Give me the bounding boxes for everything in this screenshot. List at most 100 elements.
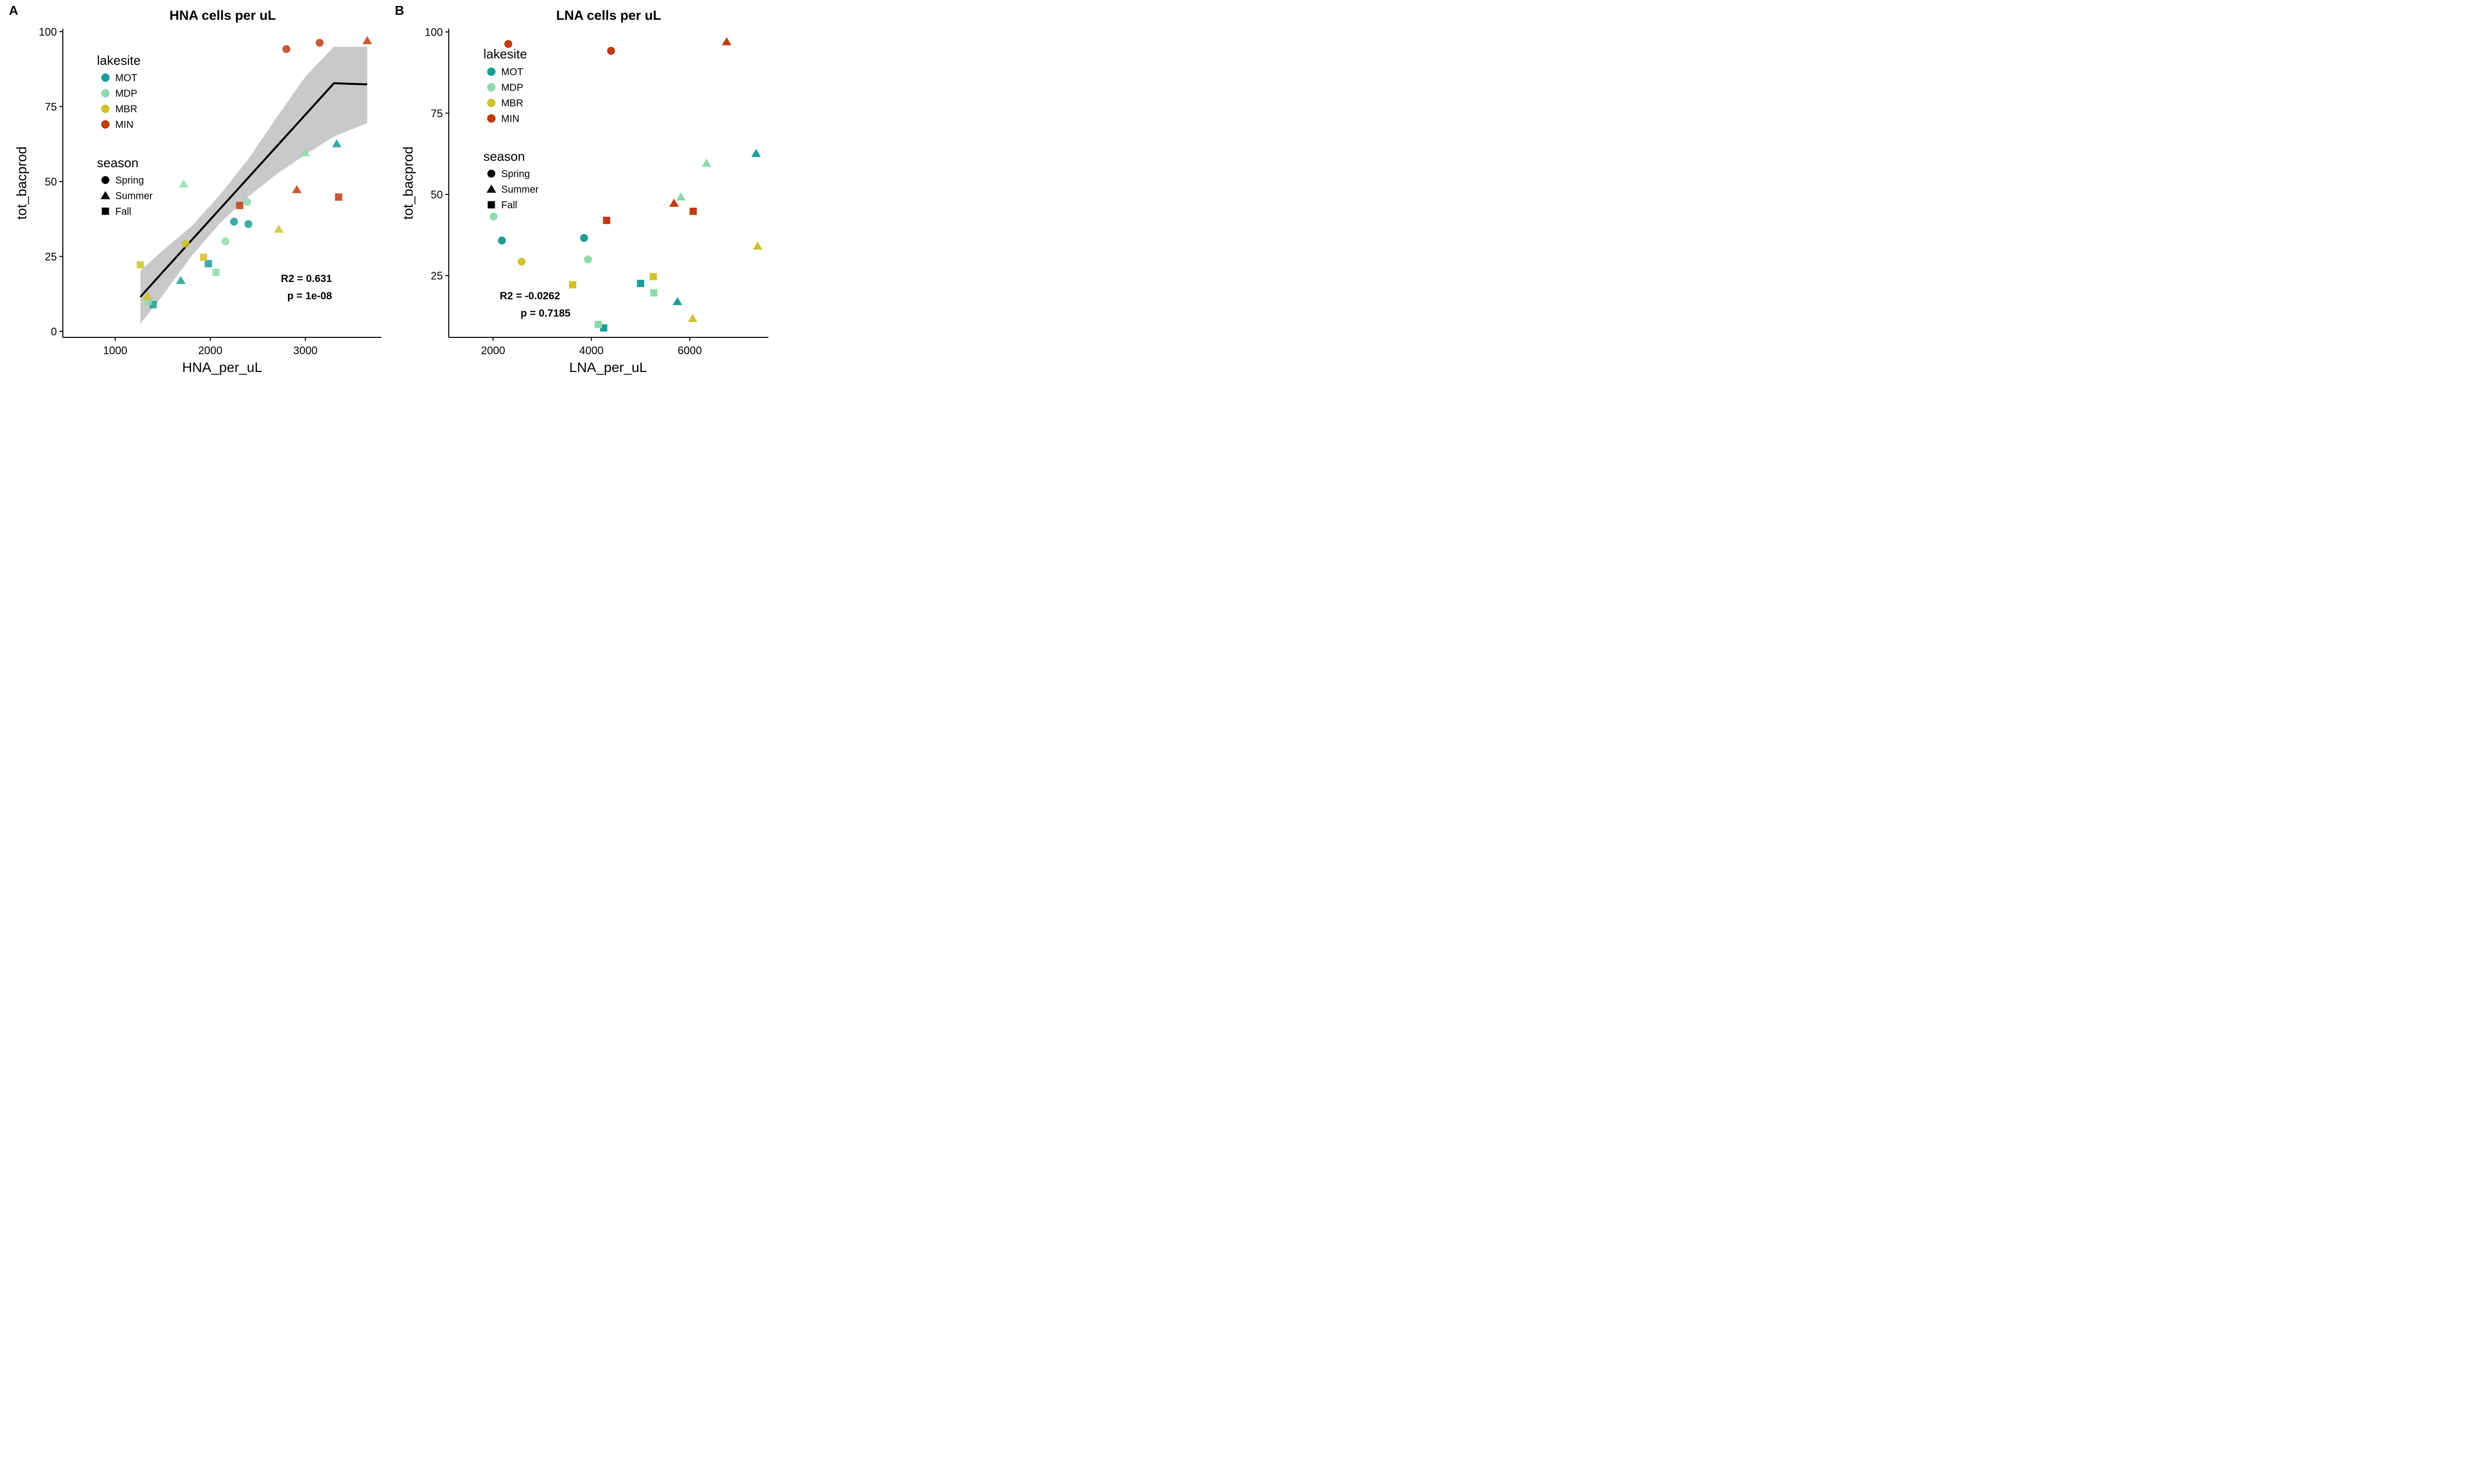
panel-a-regression-line — [140, 82, 368, 298]
data-point-mbr-fall — [569, 281, 576, 288]
legend-label-mdp: MDP — [115, 89, 137, 99]
x-tick-label: 1000 — [103, 344, 127, 357]
legend-key-summer — [100, 191, 110, 199]
data-point-mdp-spring — [584, 255, 592, 264]
confidence-band — [140, 46, 368, 324]
x-tick-label: 4000 — [579, 344, 604, 357]
data-point-min-spring — [282, 45, 290, 53]
legend-key-spring — [487, 170, 495, 178]
legend-label-fall: Fall — [501, 200, 517, 211]
data-point-min-summer — [669, 198, 679, 207]
data-point-mdp-fall — [650, 289, 658, 297]
panel-a-x-axis-label: HNA_per_uL — [182, 360, 262, 375]
data-point-mdp-spring — [489, 212, 498, 221]
x-tick-label: 3000 — [293, 344, 318, 357]
data-point-mot-spring — [580, 234, 588, 242]
y-tick-label: 100 — [39, 26, 57, 38]
y-tick-label: 75 — [45, 101, 57, 113]
panel-a-legend: lakesite MOT MDP MBR MIN season Spring Summe… — [97, 53, 153, 217]
data-point-mdp-fall — [144, 297, 152, 305]
y-tick-label: 50 — [45, 176, 57, 188]
lakesite-legend-title: lakesite — [97, 53, 141, 68]
data-point-min-fall — [603, 217, 611, 224]
data-point-min-summer — [721, 37, 732, 46]
legend-key-mbr — [487, 98, 496, 107]
data-point-min-summer — [292, 185, 302, 193]
y-tick-label: 100 — [425, 26, 443, 39]
panel-b-y-axis-label: tot_bacprod — [400, 146, 416, 220]
legend-label-mot: MOT — [501, 67, 523, 78]
panel-b-p-annotation: p = 0.7185 — [521, 308, 571, 319]
data-point-mot-summer — [751, 149, 761, 157]
lakesite-legend-title: lakesite — [483, 46, 527, 61]
season-legend-title: season — [483, 149, 525, 164]
data-point-mdp-summer — [676, 192, 686, 201]
y-tick-label: 25 — [431, 270, 443, 282]
data-point-mot-fall — [637, 279, 644, 287]
panel-b-points — [489, 37, 762, 332]
legend-key-fall — [101, 207, 109, 215]
season-legend-title: season — [97, 155, 139, 170]
x-tick-label: 6000 — [678, 344, 702, 357]
data-point-mot-summer — [176, 276, 186, 284]
legend-label-summer: Summer — [115, 191, 153, 202]
data-point-mot-spring — [244, 220, 252, 228]
data-point-mdp-summer — [702, 158, 712, 167]
data-point-mot-spring — [498, 236, 506, 245]
panel-b-title: LNA cells per uL — [556, 8, 661, 23]
legend-label-fall: Fall — [115, 206, 131, 217]
legend-key-fall — [487, 201, 495, 209]
data-point-mdp-fall — [212, 269, 220, 276]
data-point-mdp-summer — [300, 148, 310, 156]
data-point-min-fall — [335, 193, 342, 201]
data-point-min-fall — [236, 202, 243, 209]
regression-line — [140, 82, 368, 298]
data-point-mbr-summer — [143, 291, 152, 300]
data-point-min-fall — [689, 207, 697, 215]
legend-label-mbr: MBR — [115, 104, 137, 115]
data-point-mbr-summer — [688, 314, 698, 323]
legend-key-mot — [487, 67, 496, 76]
data-point-min-summer — [362, 36, 372, 45]
panel-b-r2-annotation: R2 = -0.0262 — [500, 290, 560, 302]
figure: A HNA cells per uL 0 25 50 75 100 1000 2000 300… — [9, 3, 768, 375]
data-point-mdp-summer — [179, 179, 189, 187]
legend-key-spring — [101, 176, 109, 184]
data-point-min-spring — [316, 39, 324, 47]
legend-label-spring: Spring — [501, 169, 530, 180]
panel-a-points — [137, 36, 372, 309]
legend-label-mot: MOT — [115, 73, 137, 84]
legend-label-min: MIN — [501, 114, 520, 125]
panel-b-lna: B LNA cells per uL 25 50 75 100 2000 4000 6000… — [395, 3, 768, 375]
panel-a-confidence-band — [140, 46, 368, 324]
legend-key-mdp — [101, 89, 110, 97]
data-point-mbr-fall — [200, 253, 207, 261]
data-point-mbr-fall — [650, 273, 657, 280]
y-tick-label: 75 — [431, 107, 443, 120]
panel-b-legend: lakesite MOT MDP MBR MIN season Spring Summe… — [483, 46, 539, 211]
y-tick-label: 0 — [51, 325, 57, 338]
data-point-mdp-spring — [221, 237, 230, 246]
legend-key-mot — [101, 73, 110, 82]
panel-b-ticks: 25 50 75 100 2000 4000 6000 — [425, 26, 702, 357]
data-point-mbr-summer — [274, 225, 284, 233]
data-point-mdp-spring — [243, 198, 251, 206]
data-point-mbr-fall — [137, 261, 144, 269]
data-point-mot-spring — [230, 218, 238, 226]
data-point-min-spring — [607, 46, 615, 55]
panel-a-r2-annotation: R2 = 0.631 — [281, 273, 333, 284]
data-point-mot-fall — [204, 260, 212, 268]
data-point-min-spring — [504, 40, 513, 48]
legend-label-summer: Summer — [501, 185, 539, 195]
y-tick-label: 50 — [431, 188, 443, 201]
data-point-mot-summer — [332, 139, 342, 147]
legend-key-min — [101, 120, 110, 129]
panel-b-letter: B — [395, 3, 404, 18]
data-point-mbr-summer — [753, 241, 762, 250]
panel-a-letter: A — [9, 3, 18, 18]
legend-label-mbr: MBR — [501, 98, 523, 109]
legend-key-min — [487, 114, 496, 123]
legend-key-mbr — [101, 104, 110, 113]
panel-a-p-annotation: p = 1e-08 — [287, 290, 333, 302]
legend-label-spring: Spring — [115, 175, 144, 186]
